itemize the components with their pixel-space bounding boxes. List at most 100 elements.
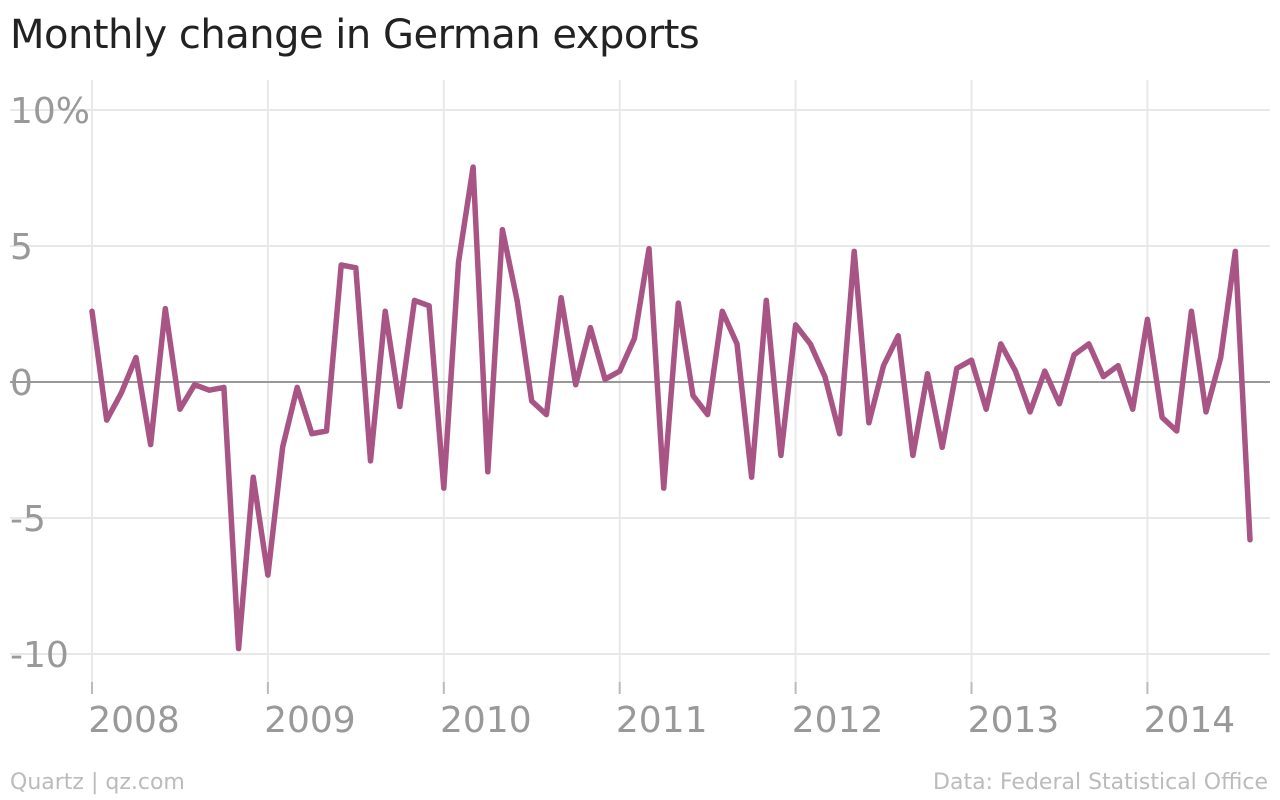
footer-source: Data: Federal Statistical Office <box>933 770 1268 795</box>
data-point <box>837 431 843 437</box>
data-point <box>851 248 857 254</box>
x-tick-label: 2010 <box>440 700 532 741</box>
data-point <box>749 474 755 480</box>
y-tick-label: 0 <box>10 363 33 404</box>
data-point <box>1086 341 1092 347</box>
y-tick-label: -5 <box>10 499 46 540</box>
data-point <box>954 365 960 371</box>
x-tick-label: 2012 <box>792 700 884 741</box>
grid-lines <box>10 80 1270 690</box>
data-point <box>1115 363 1121 369</box>
data-point <box>793 322 799 328</box>
data-point <box>1247 537 1253 543</box>
data-point <box>338 262 344 268</box>
data-point <box>265 572 271 578</box>
data-point <box>587 325 593 331</box>
footer-credit: Quartz | qz.com <box>10 770 185 795</box>
data-point <box>1130 406 1136 412</box>
data-point <box>822 374 828 380</box>
data-point <box>309 431 315 437</box>
data-point <box>1174 428 1180 434</box>
data-point <box>968 357 974 363</box>
data-point <box>470 164 476 170</box>
data-point <box>881 363 887 369</box>
data-point <box>324 428 330 434</box>
data-point <box>1027 409 1033 415</box>
data-point <box>162 306 168 312</box>
data-point <box>1100 374 1106 380</box>
data-point <box>455 259 461 265</box>
data-point <box>690 393 696 399</box>
data-point <box>411 297 417 303</box>
y-tick-label: -10 <box>10 635 69 676</box>
data-point <box>763 297 769 303</box>
series-line <box>89 164 1253 652</box>
data-point <box>734 341 740 347</box>
data-point <box>983 406 989 412</box>
data-point <box>426 303 432 309</box>
data-point <box>382 308 388 314</box>
data-point <box>910 452 916 458</box>
data-point <box>1056 401 1062 407</box>
data-point <box>133 355 139 361</box>
data-point <box>221 384 227 390</box>
data-point <box>719 308 725 314</box>
x-tick-label: 2009 <box>264 700 356 741</box>
x-tick-label: 2013 <box>968 700 1060 741</box>
x-tick-label: 2011 <box>616 700 708 741</box>
data-point <box>573 382 579 388</box>
data-point <box>1071 352 1077 358</box>
x-tick-label: 2008 <box>88 700 180 741</box>
data-point <box>368 458 374 464</box>
data-point <box>675 300 681 306</box>
data-point <box>250 474 256 480</box>
data-point <box>89 308 95 314</box>
y-axis-ticks: 10% 5 0 -5 -10 <box>10 91 90 676</box>
data-point <box>236 646 242 652</box>
data-point <box>807 341 813 347</box>
data-point <box>294 384 300 390</box>
data-point <box>998 341 1004 347</box>
data-point <box>895 333 901 339</box>
data-point <box>1144 316 1150 322</box>
data-point <box>1232 248 1238 254</box>
data-point <box>353 265 359 271</box>
y-tick-label: 10% <box>10 91 90 132</box>
data-point <box>1203 409 1209 415</box>
data-points <box>89 164 1253 652</box>
data-point <box>485 469 491 475</box>
data-point <box>661 485 667 491</box>
data-point <box>602 376 608 382</box>
data-point <box>866 420 872 426</box>
data-point <box>1042 368 1048 374</box>
x-axis-ticks: 2008 2009 2010 2011 2012 2013 2014 <box>88 682 1235 741</box>
data-point <box>1012 368 1018 374</box>
data-point <box>118 390 124 396</box>
data-point <box>514 297 520 303</box>
data-point <box>529 398 535 404</box>
data-point <box>1188 308 1194 314</box>
data-point <box>646 246 652 252</box>
data-point <box>177 406 183 412</box>
data-point <box>1218 355 1224 361</box>
data-point <box>939 444 945 450</box>
chart-title: Monthly change in German exports <box>10 12 700 58</box>
data-point <box>1159 414 1165 420</box>
series-layer <box>89 164 1253 652</box>
data-point <box>543 412 549 418</box>
data-point <box>397 403 403 409</box>
x-tick-label: 2014 <box>1144 700 1236 741</box>
data-point <box>192 382 198 388</box>
y-tick-label: 5 <box>10 227 33 268</box>
data-point <box>499 227 505 233</box>
data-point <box>631 335 637 341</box>
data-point <box>617 368 623 374</box>
data-point <box>148 442 154 448</box>
data-point <box>104 417 110 423</box>
data-point <box>280 444 286 450</box>
data-point <box>441 485 447 491</box>
data-point <box>206 387 212 393</box>
data-point <box>705 412 711 418</box>
data-point <box>558 295 564 301</box>
